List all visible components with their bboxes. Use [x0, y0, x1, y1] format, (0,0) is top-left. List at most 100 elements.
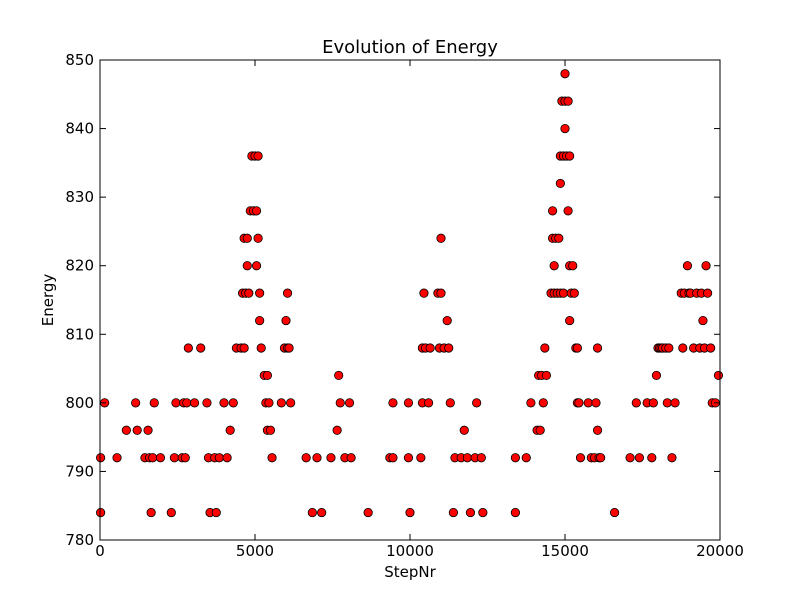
data-point: [388, 453, 398, 463]
data-point: [634, 453, 645, 463]
data-point: [264, 398, 274, 408]
data-point: [678, 343, 688, 353]
data-point: [554, 233, 564, 243]
data-point: [563, 206, 573, 216]
y-tick-label: 790: [65, 462, 94, 480]
data-point: [403, 453, 414, 463]
data-point: [625, 453, 635, 463]
data-point: [563, 96, 573, 106]
data-point: [334, 370, 344, 381]
data-point: [701, 261, 711, 271]
y-axis-label: Energy: [39, 274, 57, 327]
data-point: [558, 288, 569, 298]
data-point: [363, 507, 373, 518]
data-point: [180, 453, 190, 463]
data-point: [423, 398, 434, 408]
data-point: [472, 398, 482, 408]
data-point: [698, 315, 708, 326]
data-point: [146, 507, 156, 518]
data-point: [281, 315, 291, 326]
data-point: [682, 261, 693, 271]
data-point: [211, 507, 221, 518]
data-point: [332, 425, 342, 435]
points-layer: [96, 69, 724, 518]
data-point: [510, 507, 521, 518]
data-point: [647, 453, 657, 463]
y-tick-label: 820: [65, 257, 94, 275]
data-point: [346, 453, 356, 463]
data-point: [344, 398, 355, 408]
data-point: [702, 288, 713, 298]
data-point: [214, 453, 224, 463]
data-point: [96, 453, 106, 463]
x-tick-label: 10000: [386, 542, 434, 560]
data-point: [286, 398, 296, 408]
data-point: [592, 425, 603, 435]
data-point: [148, 453, 158, 463]
data-point: [149, 398, 159, 408]
data-point: [538, 398, 548, 408]
data-point: [251, 261, 262, 271]
x-ticks: 0 5000 10000 15000 20000: [95, 60, 744, 560]
data-point: [182, 398, 192, 408]
data-point: [521, 453, 531, 463]
y-tick-label: 800: [65, 394, 94, 412]
data-point: [166, 507, 176, 518]
data-point: [565, 315, 575, 326]
data-point: [96, 507, 106, 518]
data-point: [171, 398, 181, 408]
data-point: [405, 507, 415, 518]
x-tick-label: 5000: [236, 542, 274, 560]
data-point: [255, 315, 265, 326]
data-point: [560, 69, 570, 79]
data-point: [403, 398, 414, 408]
data-point: [510, 453, 521, 463]
data-point: [462, 453, 472, 463]
data-point: [565, 151, 575, 161]
data-point: [574, 398, 584, 408]
data-point: [442, 315, 452, 326]
chart-title: Evolution of Energy: [322, 37, 498, 58]
data-point: [219, 398, 229, 408]
data-point: [132, 425, 142, 435]
data-point: [448, 507, 458, 518]
data-point: [713, 370, 724, 381]
data-point: [706, 343, 716, 353]
data-point: [307, 507, 317, 518]
data-point: [183, 343, 193, 353]
data-point: [476, 453, 486, 463]
data-point: [592, 343, 603, 353]
data-point: [202, 398, 212, 408]
y-ticks: 780 790 800 810 820 830 840 850: [65, 51, 720, 549]
data-point: [228, 398, 238, 408]
data-point: [256, 343, 266, 353]
data-point: [609, 507, 620, 518]
data-point: [112, 453, 122, 463]
data-point: [222, 453, 232, 463]
data-point: [143, 425, 153, 435]
data-point: [555, 178, 565, 189]
data-point: [425, 343, 435, 353]
data-point: [276, 398, 286, 408]
data-point: [317, 507, 327, 518]
data-point: [267, 453, 277, 463]
data-point: [155, 453, 166, 463]
data-point: [244, 288, 254, 298]
data-point: [301, 453, 311, 463]
data-point: [526, 398, 536, 408]
data-point: [540, 343, 550, 353]
data-point: [560, 123, 570, 134]
data-point: [651, 370, 662, 381]
data-point: [459, 425, 469, 435]
y-tick-label: 830: [65, 188, 94, 206]
x-tick-label: 20000: [696, 542, 744, 560]
data-point: [326, 453, 336, 463]
data-point: [282, 288, 293, 298]
data-point: [664, 343, 674, 353]
data-point: [445, 398, 455, 408]
data-point: [225, 425, 235, 435]
y-tick-label: 810: [65, 325, 94, 343]
data-point: [335, 398, 345, 408]
